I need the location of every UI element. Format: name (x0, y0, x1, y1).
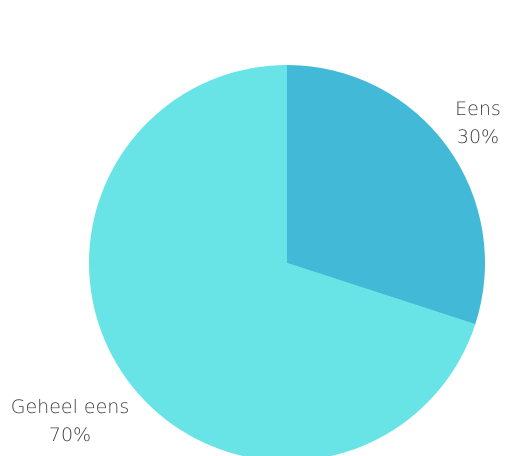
slices-layer (89, 65, 486, 456)
slice-label-geheel-eens: Geheel eens (11, 396, 129, 418)
slice-value-eens: 30% (457, 126, 499, 148)
pie-slice-geheel-eens (89, 65, 476, 456)
slice-label-eens: Eens (455, 98, 501, 120)
slice-value-geheel-eens: 70% (49, 424, 91, 446)
labels-layer: Eens 30% Geheel eens 70% (11, 98, 501, 446)
pie-slice-eens (287, 65, 486, 325)
